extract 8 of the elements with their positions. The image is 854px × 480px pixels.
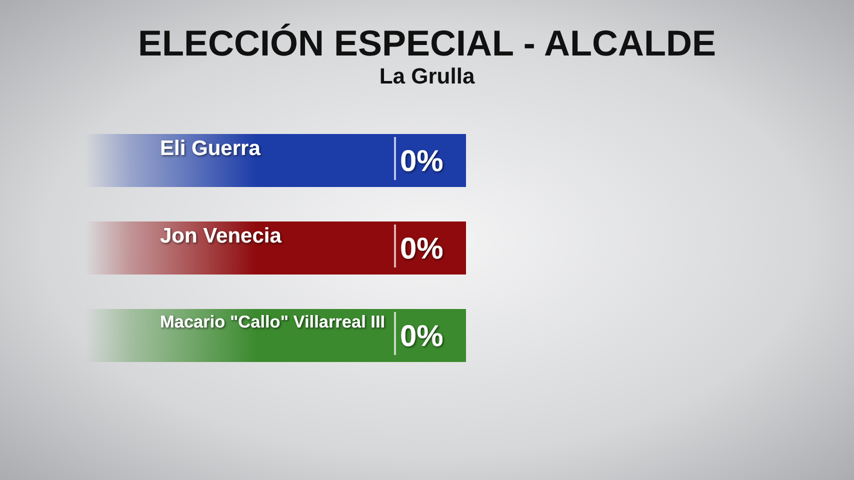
text: La Grulla bbox=[379, 64, 476, 88]
category-label: Eli Guerra bbox=[160, 137, 261, 160]
data-label: 0% bbox=[400, 145, 444, 178]
category-label: Macario "Callo" Villarreal III bbox=[160, 312, 386, 332]
text: ELECCIÓN ESPECIAL - ALCALDE bbox=[138, 22, 716, 64]
data-label: 0% bbox=[400, 232, 444, 266]
category-label: Jon Venecia bbox=[160, 224, 282, 248]
data-label: 0% bbox=[400, 320, 444, 353]
